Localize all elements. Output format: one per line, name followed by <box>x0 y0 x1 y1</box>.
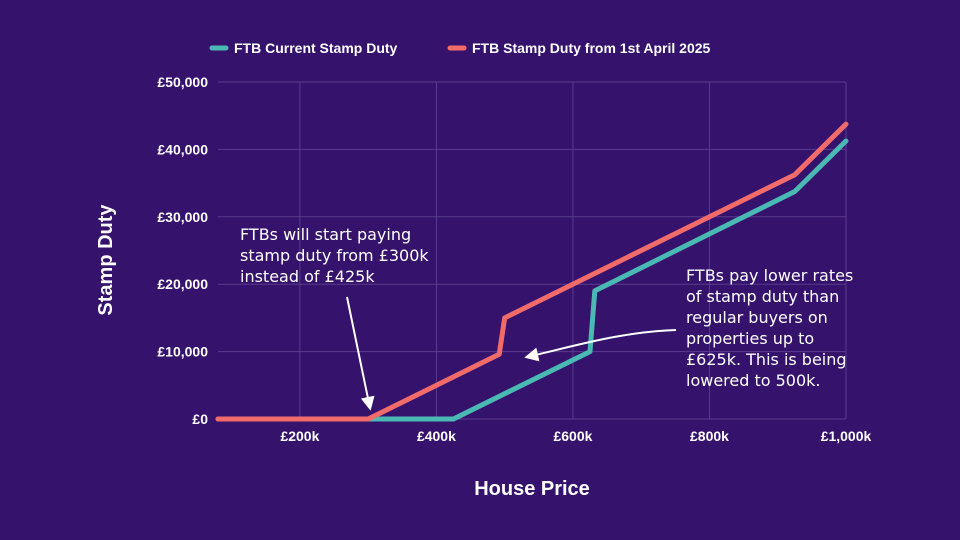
x-tick-label: £600k <box>553 428 592 444</box>
annotation-625k: FTBs pay lower rates of stamp duty than … <box>686 266 854 390</box>
x-tick-label: £1,000k <box>821 428 872 444</box>
y-tick-label: £20,000 <box>157 276 208 292</box>
y-tick-label: £50,000 <box>157 74 208 90</box>
legend-label-1: FTB Stamp Duty from 1st April 2025 <box>472 40 711 56</box>
annotation-arrow-300k <box>346 296 375 411</box>
series-lines <box>215 121 849 422</box>
x-axis-title: House Price <box>474 478 590 500</box>
legend: FTB Current Stamp Duty FTB Stamp Duty fro… <box>209 40 711 56</box>
x-tick-label: £800k <box>690 428 729 444</box>
x-axis-ticks: £200k £400k £600k £800k £1,000k <box>280 428 871 444</box>
y-axis-ticks: £0 £10,000 £20,000 £30,000 £40,000 £50,000 <box>157 74 208 427</box>
series-line-0 <box>215 138 849 422</box>
x-tick-label: £400k <box>417 428 456 444</box>
y-tick-label: £40,000 <box>157 141 208 157</box>
annotation-arrow-625k <box>524 329 677 362</box>
y-tick-label: £30,000 <box>157 209 208 225</box>
annotation-300k: FTBs will start paying stamp duty from £… <box>240 225 429 286</box>
series-line-1 <box>215 121 849 422</box>
y-tick-label: £10,000 <box>157 344 208 360</box>
y-tick-label: £0 <box>192 411 208 427</box>
x-tick-label: £200k <box>280 428 319 444</box>
legend-label-0: FTB Current Stamp Duty <box>234 40 398 56</box>
y-axis-title: Stamp Duty <box>95 204 117 316</box>
